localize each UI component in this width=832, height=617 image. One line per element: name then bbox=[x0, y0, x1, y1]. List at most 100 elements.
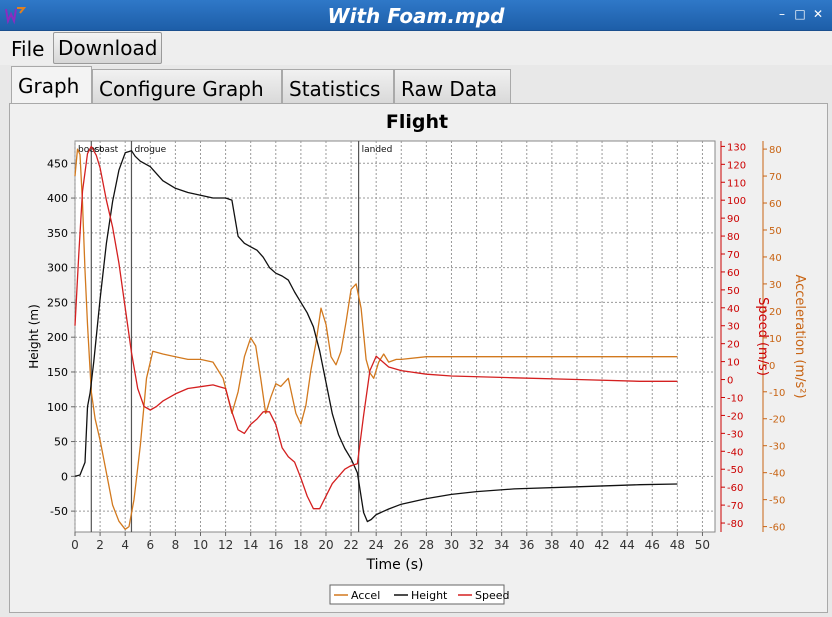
y-tick-label: 100 bbox=[47, 401, 68, 414]
window-titlebar[interactable]: With Foam.mpd – □ ✕ bbox=[0, 0, 832, 31]
x-tick-label: 30 bbox=[444, 538, 459, 552]
event-label-boost: boost bbox=[78, 145, 103, 155]
x-axis-label: Time (s) bbox=[366, 557, 424, 573]
chart-title: Flight bbox=[386, 111, 448, 133]
x-tick-label: 22 bbox=[343, 538, 358, 552]
legend-label-speed: Speed bbox=[475, 589, 509, 602]
speed-tick-label: -20 bbox=[727, 411, 743, 422]
speed-tick-label: -50 bbox=[727, 465, 743, 476]
accel-tick-label: 30 bbox=[769, 280, 782, 291]
accel-axis-label: Acceleration (m/s²) bbox=[792, 274, 807, 398]
download-button[interactable]: Download bbox=[53, 32, 163, 64]
speed-tick-label: 10 bbox=[727, 358, 740, 369]
close-icon[interactable]: ✕ bbox=[812, 7, 824, 21]
speed-tick-label: -60 bbox=[727, 483, 743, 494]
x-tick-label: 10 bbox=[193, 538, 208, 552]
accel-tick-label: 40 bbox=[769, 253, 782, 264]
window-title: With Foam.mpd bbox=[327, 4, 505, 28]
event-label-coast: coast bbox=[94, 145, 119, 155]
speed-tick-label: 60 bbox=[727, 268, 740, 279]
series-line-speed bbox=[74, 145, 678, 510]
menu-file[interactable]: File bbox=[11, 37, 45, 61]
speed-tick-label: 110 bbox=[727, 178, 746, 189]
speed-tick-label: 120 bbox=[727, 160, 746, 171]
tab-raw-data-label: Raw Data bbox=[401, 77, 498, 101]
tab-configure-graph-label: Configure Graph bbox=[99, 77, 264, 101]
speed-tick-label: -30 bbox=[727, 429, 743, 440]
x-tick-label: 40 bbox=[569, 538, 584, 552]
x-tick-label: 44 bbox=[620, 538, 635, 552]
speed-tick-label: 100 bbox=[727, 196, 746, 207]
speed-tick-label: 70 bbox=[727, 250, 740, 261]
x-tick-label: 2 bbox=[96, 538, 104, 552]
speed-tick-label: 90 bbox=[727, 214, 740, 225]
x-tick-label: 24 bbox=[369, 538, 384, 552]
x-tick-label: 26 bbox=[394, 538, 409, 552]
plot-area bbox=[74, 140, 716, 533]
x-tick-label: 0 bbox=[71, 538, 79, 552]
speed-tick-label: 30 bbox=[727, 322, 740, 333]
x-tick-label: 6 bbox=[146, 538, 154, 552]
chart-legend bbox=[329, 584, 505, 605]
speed-tick-label: 130 bbox=[727, 142, 746, 153]
speed-tick-label: -10 bbox=[727, 393, 743, 404]
x-tick-label: 4 bbox=[121, 538, 129, 552]
menu-bar: File Download bbox=[0, 31, 832, 65]
minimize-icon[interactable]: – bbox=[779, 7, 785, 21]
y-tick-label: 250 bbox=[47, 296, 68, 309]
legend-label-accel: Accel bbox=[351, 589, 380, 602]
speed-tick-label: -70 bbox=[727, 501, 743, 512]
speed-axis-label: Speed (m/s) bbox=[755, 297, 770, 376]
tab-statistics-label: Statistics bbox=[289, 77, 381, 101]
x-tick-label: 8 bbox=[172, 538, 180, 552]
speed-tick-label: 0 bbox=[727, 376, 733, 387]
accel-tick-label: -20 bbox=[769, 415, 785, 426]
tab-statistics[interactable]: Statistics bbox=[282, 69, 394, 103]
x-tick-label: 34 bbox=[494, 538, 509, 552]
series-line-accel bbox=[74, 148, 678, 530]
accel-tick-label: -60 bbox=[769, 523, 785, 534]
accel-tick-label: 50 bbox=[769, 226, 782, 237]
y-tick-label: 450 bbox=[47, 157, 68, 170]
x-tick-label: 46 bbox=[645, 538, 660, 552]
y-tick-label: -50 bbox=[50, 505, 68, 518]
accel-tick-label: 80 bbox=[769, 145, 782, 156]
speed-tick-label: 40 bbox=[727, 304, 740, 315]
x-tick-label: 32 bbox=[469, 538, 484, 552]
speed-tick-label: 80 bbox=[727, 232, 740, 243]
series-line-height bbox=[74, 150, 678, 523]
y-axis-label: Height (m) bbox=[27, 304, 41, 369]
speed-tick-label: 20 bbox=[727, 340, 740, 351]
event-label-drogue: drogue bbox=[134, 145, 166, 155]
x-tick-label: 16 bbox=[268, 538, 283, 552]
x-tick-label: 36 bbox=[519, 538, 534, 552]
x-tick-label: 42 bbox=[594, 538, 609, 552]
y-tick-label: 50 bbox=[54, 436, 68, 449]
y-tick-label: 300 bbox=[47, 262, 68, 275]
y-tick-label: 150 bbox=[47, 366, 68, 379]
speed-tick-label: 50 bbox=[727, 286, 740, 297]
legend-label-height: Height bbox=[411, 589, 448, 602]
accel-tick-label: -40 bbox=[769, 469, 785, 480]
app-icon bbox=[5, 7, 26, 25]
tab-raw-data[interactable]: Raw Data bbox=[394, 69, 511, 103]
y-tick-label: 0 bbox=[61, 470, 68, 483]
tab-graph[interactable]: Graph bbox=[11, 66, 92, 104]
x-tick-label: 18 bbox=[293, 538, 308, 552]
x-tick-label: 14 bbox=[243, 538, 258, 552]
x-tick-label: 20 bbox=[318, 538, 333, 552]
maximize-icon[interactable]: □ bbox=[794, 7, 806, 21]
x-tick-label: 38 bbox=[544, 538, 559, 552]
accel-tick-label: 20 bbox=[769, 307, 782, 318]
accel-tick-label: -10 bbox=[769, 388, 785, 399]
x-tick-label: 50 bbox=[695, 538, 710, 552]
accel-tick-label: 60 bbox=[769, 199, 782, 210]
tab-configure-graph[interactable]: Configure Graph bbox=[92, 69, 282, 103]
accel-tick-label: -30 bbox=[769, 442, 785, 453]
x-tick-label: 28 bbox=[419, 538, 434, 552]
y-tick-label: 350 bbox=[47, 227, 68, 240]
graph-panel: Flight 0 2 4 6 8 10 12 14 16 18 20 22 24 26 28 30 32 34 36 3… bbox=[9, 103, 828, 613]
accel-tick-label: -50 bbox=[769, 496, 785, 507]
speed-tick-label: -80 bbox=[727, 519, 743, 530]
